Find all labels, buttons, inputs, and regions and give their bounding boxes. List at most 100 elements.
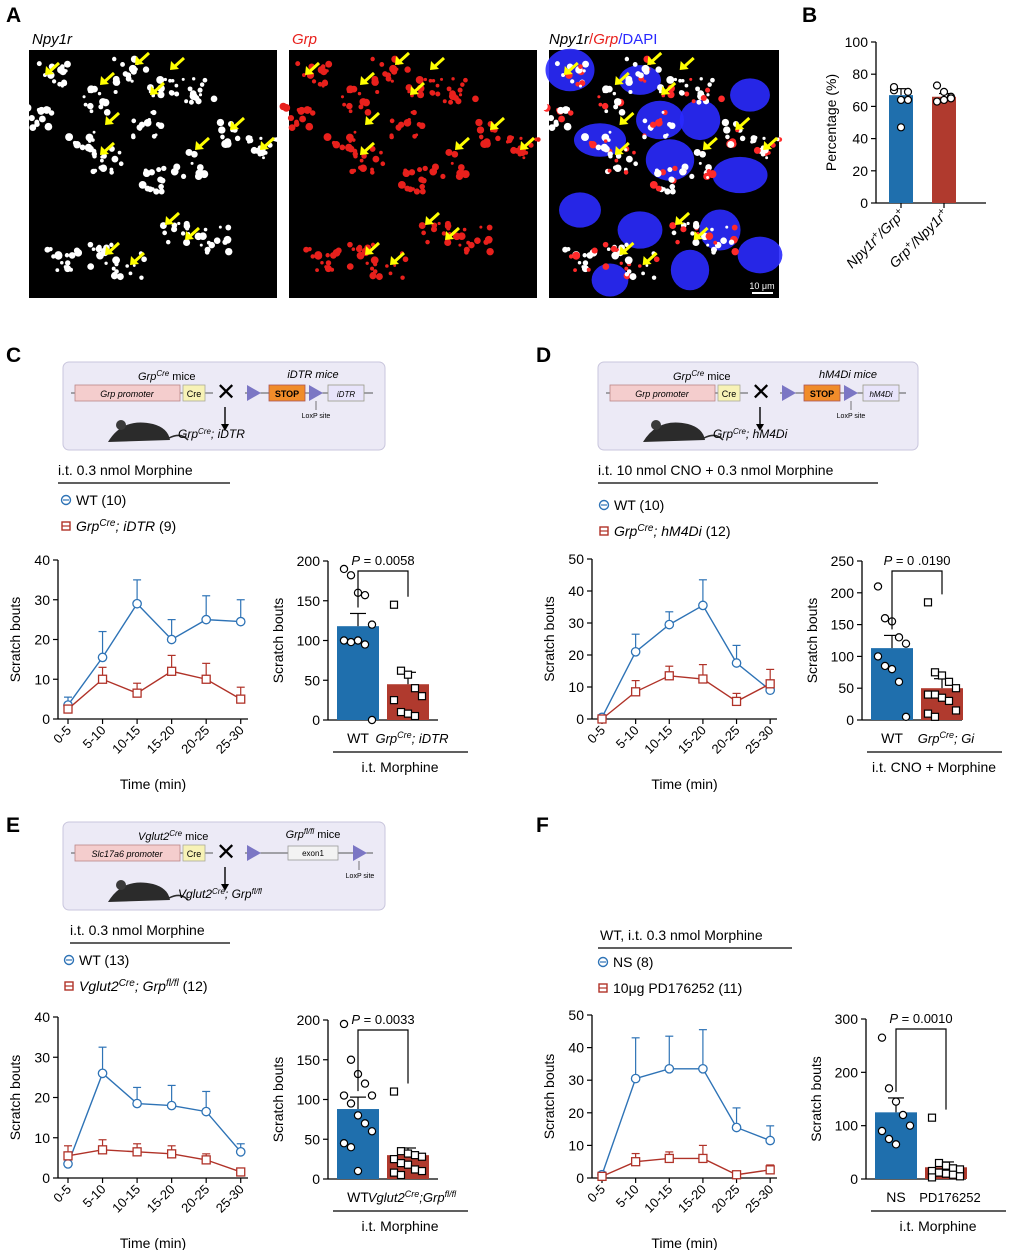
npy1r-puncta: [60, 64, 65, 69]
y-tick-label: 10: [568, 679, 584, 695]
merge-puncta: [635, 71, 641, 77]
merge-puncta: [625, 155, 633, 163]
text-span: P: [351, 553, 360, 568]
merge-puncta: [689, 173, 695, 180]
npy1r-puncta: [250, 146, 258, 154]
data-point: [396, 1158, 406, 1168]
text-span: ; Grp: [225, 887, 252, 901]
grp-puncta: [389, 118, 395, 124]
grp-puncta: [478, 134, 484, 140]
merge-puncta: [643, 68, 650, 75]
merge-puncta: [649, 180, 658, 189]
y-axis-label: Scratch bouts: [804, 598, 820, 684]
text-span: fl/fl: [252, 887, 262, 896]
mouse-tail: [703, 434, 724, 441]
grp-puncta: [457, 164, 465, 171]
merge-puncta: [598, 102, 603, 107]
merge-puncta: [582, 260, 589, 266]
npy1r-puncta: [60, 260, 64, 265]
merge-puncta: [671, 230, 677, 236]
mouse-tail: [168, 894, 189, 901]
y-tick-label: 100: [845, 34, 869, 50]
data-point: [955, 1172, 965, 1181]
stop-label: STOP: [275, 389, 299, 399]
npy1r-puncta: [87, 241, 94, 248]
grp-puncta: [331, 140, 336, 145]
yellow-arrow: [614, 141, 630, 155]
data-point: [63, 1159, 73, 1169]
data-point: [880, 614, 890, 623]
merge-puncta: [614, 158, 619, 163]
x-tick-label: 20-25: [709, 1182, 743, 1216]
y-tick-label: 0: [312, 1171, 320, 1187]
npy1r-puncta: [174, 83, 179, 88]
npy1r-puncta: [157, 122, 165, 130]
merge-puncta: [614, 164, 622, 172]
mouse-icon: [643, 420, 724, 442]
npy1r-puncta: [91, 247, 96, 252]
arrow-head: [305, 66, 314, 75]
merge-puncta: [725, 134, 730, 140]
grp-puncta: [357, 91, 362, 96]
y-tick-label: 30: [568, 615, 584, 631]
merge-puncta: [699, 77, 703, 81]
y-tick-label: 20: [568, 647, 584, 663]
merge-puncta: [577, 260, 582, 265]
data-point: [97, 1145, 108, 1155]
scheme-left-title: GrpCre mice: [138, 369, 196, 384]
npy1r-puncta: [44, 122, 53, 131]
series-line: [601, 604, 771, 718]
merge-puncta: [573, 268, 577, 273]
exon-label: exon1: [302, 849, 324, 858]
x-tick-label: 5-10: [80, 723, 109, 752]
data-point: [698, 674, 708, 684]
yellow-arrow: [395, 51, 411, 65]
data-point: [731, 658, 742, 668]
data-point: [896, 123, 906, 132]
yellow-arrow: [105, 111, 121, 125]
yellow-arrow: [702, 136, 718, 150]
data-point: [930, 712, 940, 721]
merge-puncta: [723, 126, 731, 134]
bar-chart-f: 0 100 200 300 Scratch bouts P = 0.0010 NS PD176…: [808, 1011, 1006, 1234]
npy1r-puncta: [220, 134, 225, 140]
merge-puncta: [624, 242, 629, 248]
grp-puncta: [335, 247, 342, 254]
grp-puncta: [309, 110, 316, 116]
data-point: [410, 1151, 420, 1160]
merge-puncta: [554, 61, 560, 67]
dapi-nucleus: [591, 263, 629, 297]
npy1r-puncta: [38, 115, 46, 123]
image-title-merge: Npy1r/Grp/DAPI: [549, 31, 657, 48]
merge-puncta: [633, 161, 638, 167]
data-point: [132, 1098, 142, 1109]
promoter-box: [74, 844, 181, 862]
data-point: [360, 1079, 370, 1088]
image-title-npy1r: Npy1r: [32, 31, 73, 48]
npy1r-puncta: [128, 271, 133, 276]
x-tick-label: 10-15: [641, 1182, 675, 1216]
npy1r-puncta: [158, 188, 165, 195]
data-point: [951, 706, 961, 715]
x-tick-label: 15-20: [144, 723, 178, 757]
yellow-arrow: [365, 241, 381, 255]
arrow-head: [100, 76, 109, 85]
grp-puncta: [463, 77, 468, 83]
x-axis-label: Time (min): [120, 776, 186, 792]
mouse-ear: [116, 420, 126, 430]
text-span: Grp: [138, 371, 156, 383]
arrow-head: [260, 141, 269, 150]
grp-puncta: [330, 252, 337, 259]
cre-box: [182, 844, 206, 862]
data-point: [896, 95, 906, 105]
grp-puncta: [458, 93, 463, 97]
merge-puncta: [582, 60, 589, 68]
data-point: [410, 711, 420, 721]
merge-puncta: [696, 99, 702, 105]
legend-e: WT (13) Vglut2Cre; Grpfl/fl (12): [63, 952, 208, 994]
arrow-head: [702, 141, 712, 150]
merge-puncta: [697, 90, 704, 97]
data-point: [236, 694, 246, 704]
merge-puncta: [679, 90, 685, 96]
